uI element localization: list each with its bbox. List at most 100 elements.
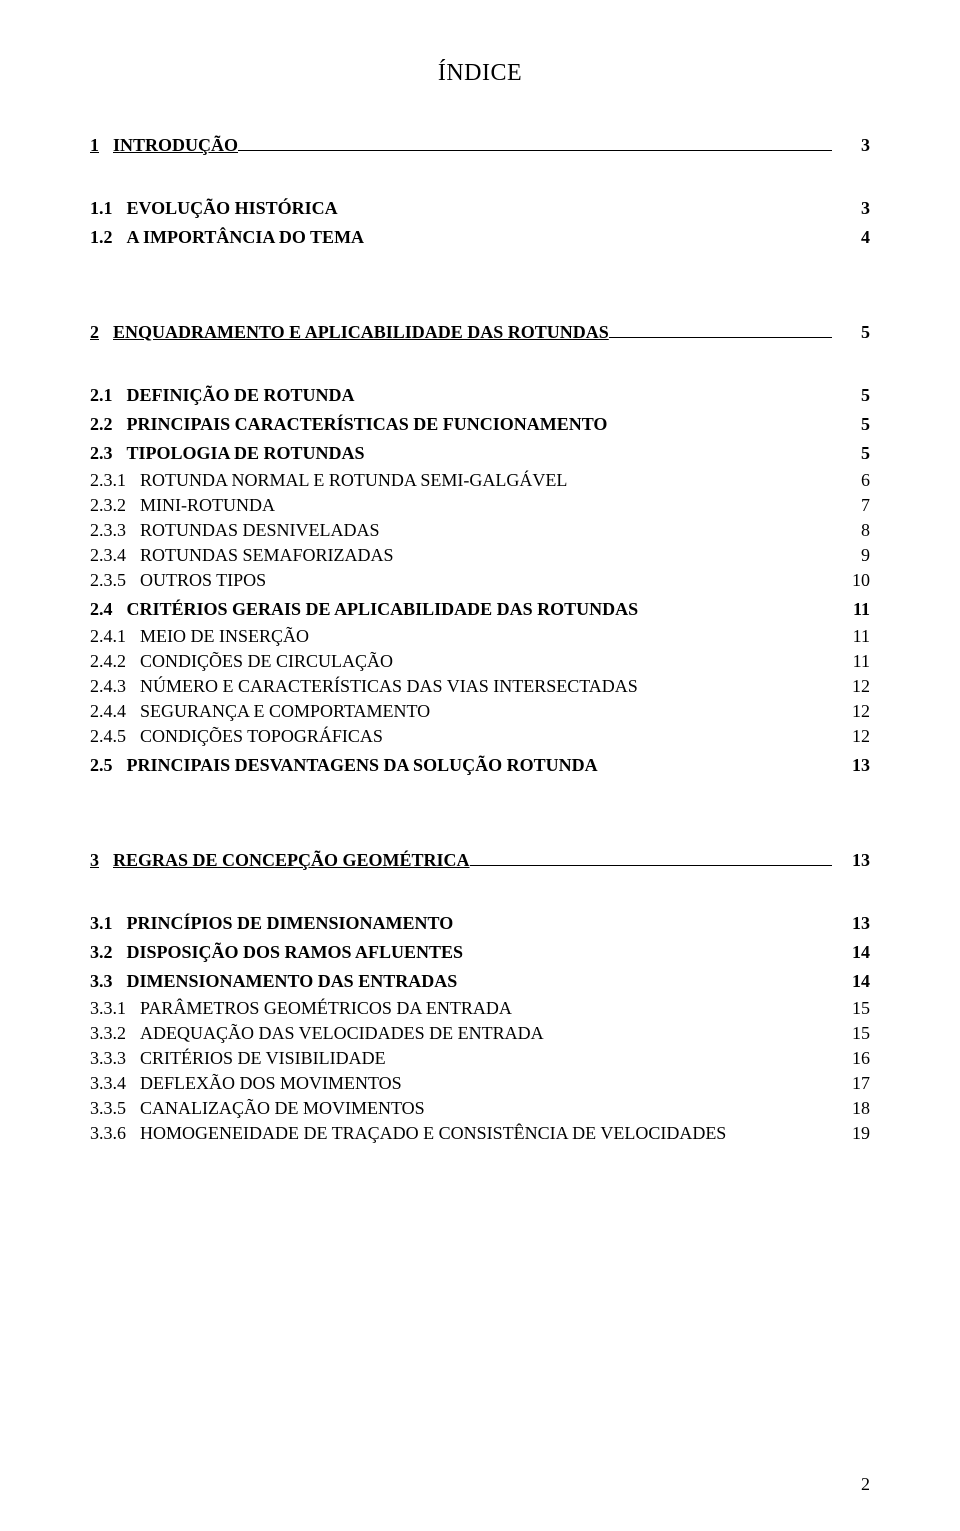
- toc-entry-number: 1.1: [90, 198, 127, 219]
- toc-spacer: [90, 881, 870, 905]
- toc-entry-2-3-1[interactable]: 2.3.1ROTUNDA NORMAL E ROTUNDA SEMI-GALGÁ…: [90, 470, 870, 491]
- toc-entry-text: CRITÉRIOS GERAIS DE APLICABILIDADE DAS R…: [127, 599, 639, 620]
- toc-entry-text: PRINCIPAIS CARACTERÍSTICAS DE FUNCIONAME…: [127, 414, 608, 435]
- toc-entry-page: 3: [832, 198, 870, 219]
- toc-entry-page: 11: [832, 626, 870, 647]
- toc-entry-2-4-1[interactable]: 2.4.1MEIO DE INSERÇÃO 11: [90, 626, 870, 647]
- toc-entry-text: EVOLUÇÃO HISTÓRICA: [127, 198, 338, 219]
- toc-entry-2-4-2[interactable]: 2.4.2CONDIÇÕES DE CIRCULAÇÃO11: [90, 651, 870, 672]
- toc-entry-number: 2.3.2: [90, 495, 140, 516]
- toc-entry-number: 2.4.5: [90, 726, 140, 747]
- toc-entry-text: CONDIÇÕES TOPOGRÁFICAS: [140, 726, 383, 747]
- toc-entry-page: 3: [832, 135, 870, 156]
- toc-entry-2-3-4[interactable]: 2.3.4ROTUNDAS SEMAFORIZADAS9: [90, 545, 870, 566]
- toc-entry-page: 19: [832, 1123, 870, 1144]
- toc-entry-1[interactable]: 1INTRODUÇÃO3: [90, 135, 870, 156]
- toc-entry-number: 2.5: [90, 755, 127, 776]
- toc-entry-text: DEFLEXÃO DOS MOVIMENTOS: [140, 1073, 402, 1094]
- toc-entry-2-5[interactable]: 2.5PRINCIPAIS DESVANTAGENS DA SOLUÇÃO RO…: [90, 755, 870, 776]
- toc-entry-text: ADEQUAÇÃO DAS VELOCIDADES DE ENTRADA: [140, 1023, 544, 1044]
- toc-entry-page: 12: [832, 676, 870, 697]
- document-page: ÍNDICE 1INTRODUÇÃO31.1EVOLUÇÃO HISTÓRICA…: [0, 0, 960, 1531]
- toc-fill: [609, 337, 832, 338]
- toc-entry-number: 2.3.1: [90, 470, 140, 491]
- toc-entry-2-1[interactable]: 2.1DEFINIÇÃO DE ROTUNDA5: [90, 385, 870, 406]
- toc-entry-text: ROTUNDAS SEMAFORIZADAS: [140, 545, 394, 566]
- toc-entry-2-4-4[interactable]: 2.4.4SEGURANÇA E COMPORTAMENTO12: [90, 701, 870, 722]
- toc-entry-3-3[interactable]: 3.3DIMENSIONAMENTO DAS ENTRADAS 14: [90, 971, 870, 992]
- toc-entry-page: 13: [832, 755, 870, 776]
- toc-entry-number: 1: [90, 135, 113, 156]
- toc-entry-number: 2.3: [90, 443, 127, 464]
- toc-entry-text: OUTROS TIPOS: [140, 570, 266, 591]
- toc-entry-number: 2.2: [90, 414, 127, 435]
- toc-entry-text: DEFINIÇÃO DE ROTUNDA: [127, 385, 355, 406]
- toc-fill: [238, 150, 832, 151]
- toc-entry-3-3-1[interactable]: 3.3.1PARÂMETROS GEOMÉTRICOS DA ENTRADA15: [90, 998, 870, 1019]
- toc-entry-2-3[interactable]: 2.3TIPOLOGIA DE ROTUNDAS5: [90, 443, 870, 464]
- toc-entry-text: ROTUNDAS DESNIVELADAS: [140, 520, 380, 541]
- toc-entry-number: 3.3.4: [90, 1073, 140, 1094]
- toc-entry-number: 3.3.1: [90, 998, 140, 1019]
- toc-entry-number: 1.2: [90, 227, 127, 248]
- toc-entry-page: 17: [832, 1073, 870, 1094]
- toc-spacer: [90, 254, 870, 288]
- toc-entry-number: 3.2: [90, 942, 127, 963]
- toc-entry-number: 2.4.1: [90, 626, 140, 647]
- toc-entry-2[interactable]: 2ENQUADRAMENTO E APLICABILIDADE DAS ROTU…: [90, 322, 870, 343]
- table-of-contents: 1INTRODUÇÃO3 1.1EVOLUÇÃO HISTÓRICA 3 1.2A I…: [90, 135, 870, 1144]
- toc-entry-page: 14: [832, 971, 870, 992]
- toc-entry-3[interactable]: 3REGRAS DE CONCEPÇÃO GEOMÉTRICA 13: [90, 850, 870, 871]
- toc-entry-3-3-6[interactable]: 3.3.6HOMOGENEIDADE DE TRAÇADO E CONSISTÊ…: [90, 1123, 870, 1144]
- toc-entry-number: 3.3.2: [90, 1023, 140, 1044]
- toc-entry-2-4-5[interactable]: 2.4.5CONDIÇÕES TOPOGRÁFICAS 12: [90, 726, 870, 747]
- toc-entry-page: 5: [832, 443, 870, 464]
- toc-entry-page: 9: [832, 545, 870, 566]
- toc-entry-2-3-5[interactable]: 2.3.5OUTROS TIPOS10: [90, 570, 870, 591]
- toc-entry-text: MINI-ROTUNDA: [140, 495, 275, 516]
- toc-entry-text: MEIO DE INSERÇÃO: [140, 626, 309, 647]
- toc-entry-number: 3.1: [90, 913, 127, 934]
- toc-entry-3-3-4[interactable]: 3.3.4DEFLEXÃO DOS MOVIMENTOS 17: [90, 1073, 870, 1094]
- toc-entry-page: 6: [832, 470, 870, 491]
- toc-entry-text: ROTUNDA NORMAL E ROTUNDA SEMI-GALGÁVEL: [140, 470, 567, 491]
- toc-entry-page: 12: [832, 726, 870, 747]
- toc-entry-1-1[interactable]: 1.1EVOLUÇÃO HISTÓRICA 3: [90, 198, 870, 219]
- toc-entry-page: 4: [832, 227, 870, 248]
- toc-entry-text: SEGURANÇA E COMPORTAMENTO: [140, 701, 430, 722]
- toc-entry-page: 15: [832, 998, 870, 1019]
- toc-entry-text: DIMENSIONAMENTO DAS ENTRADAS: [127, 971, 458, 992]
- toc-entry-text: REGRAS DE CONCEPÇÃO GEOMÉTRICA: [113, 850, 470, 871]
- toc-entry-3-2[interactable]: 3.2DISPOSIÇÃO DOS RAMOS AFLUENTES14: [90, 942, 870, 963]
- toc-entry-page: 11: [832, 599, 870, 620]
- toc-entry-3-3-3[interactable]: 3.3.3CRITÉRIOS DE VISIBILIDADE16: [90, 1048, 870, 1069]
- toc-entry-2-4-3[interactable]: 2.4.3NÚMERO E CARACTERÍSTICAS DAS VIAS I…: [90, 676, 870, 697]
- toc-entry-3-3-2[interactable]: 3.3.2ADEQUAÇÃO DAS VELOCIDADES DE ENTRAD…: [90, 1023, 870, 1044]
- toc-fill: [470, 865, 832, 866]
- toc-entry-text: DISPOSIÇÃO DOS RAMOS AFLUENTES: [127, 942, 464, 963]
- toc-entry-page: 5: [832, 322, 870, 343]
- toc-entry-text: PRINCÍPIOS DE DIMENSIONAMENTO: [127, 913, 454, 934]
- toc-entry-1-2[interactable]: 1.2A IMPORTÂNCIA DO TEMA4: [90, 227, 870, 248]
- toc-entry-number: 2.3.5: [90, 570, 140, 591]
- toc-entry-number: 3.3.6: [90, 1123, 140, 1144]
- toc-entry-number: 3: [90, 850, 113, 871]
- toc-entry-page: 15: [832, 1023, 870, 1044]
- toc-entry-3-1[interactable]: 3.1PRINCÍPIOS DE DIMENSIONAMENTO 13: [90, 913, 870, 934]
- toc-entry-2-3-2[interactable]: 2.3.2MINI-ROTUNDA7: [90, 495, 870, 516]
- toc-entry-text: CANALIZAÇÃO DE MOVIMENTOS: [140, 1098, 425, 1119]
- toc-entry-page: 13: [832, 913, 870, 934]
- page-number: 2: [861, 1474, 870, 1495]
- toc-entry-2-2[interactable]: 2.2PRINCIPAIS CARACTERÍSTICAS DE FUNCION…: [90, 414, 870, 435]
- toc-entry-page: 8: [832, 520, 870, 541]
- toc-entry-3-3-5[interactable]: 3.3.5CANALIZAÇÃO DE MOVIMENTOS18: [90, 1098, 870, 1119]
- toc-entry-2-3-3[interactable]: 2.3.3ROTUNDAS DESNIVELADAS8: [90, 520, 870, 541]
- toc-entry-number: 2.4: [90, 599, 127, 620]
- toc-entry-number: 3.3: [90, 971, 127, 992]
- toc-entry-2-4[interactable]: 2.4CRITÉRIOS GERAIS DE APLICABILIDADE DA…: [90, 599, 870, 620]
- toc-entry-number: 2.4.3: [90, 676, 140, 697]
- toc-entry-page: 11: [832, 651, 870, 672]
- toc-entry-page: 13: [832, 850, 870, 871]
- toc-spacer: [90, 166, 870, 190]
- toc-entry-page: 12: [832, 701, 870, 722]
